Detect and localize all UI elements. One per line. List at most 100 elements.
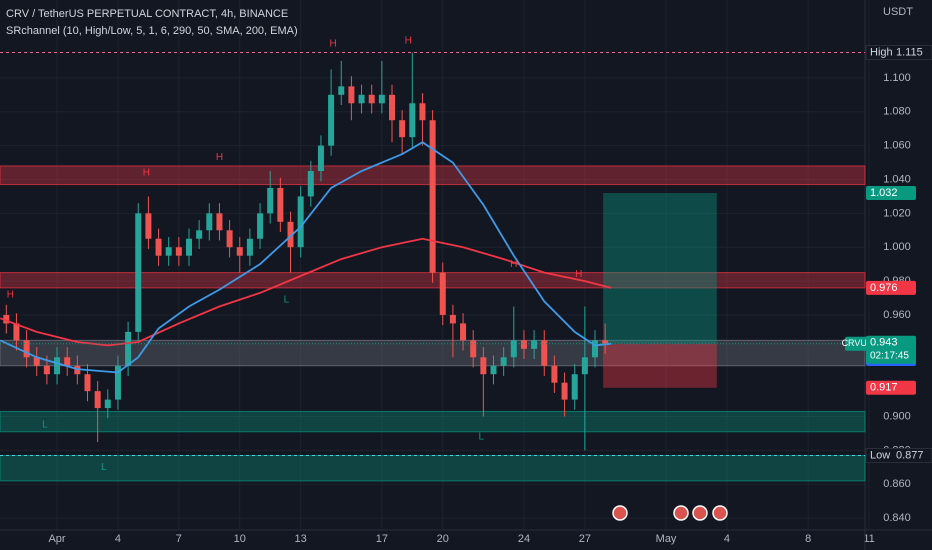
event-icon[interactable]: [612, 505, 628, 521]
candle-body: [439, 272, 446, 315]
candle-body: [429, 120, 436, 273]
x-tick-label: 4: [724, 533, 730, 545]
candle-body: [206, 213, 213, 231]
level-name: Low: [870, 449, 890, 461]
price-label-bg: [866, 280, 916, 295]
pivot-label: H: [510, 259, 517, 270]
y-tick-label: 1.020: [883, 207, 911, 219]
candle-body: [287, 221, 294, 248]
y-tick-label: 1.060: [883, 140, 911, 152]
x-tick-label: 27: [579, 533, 591, 545]
event-icon[interactable]: [692, 505, 708, 521]
price-label: 0.976: [870, 282, 898, 294]
candle-body: [317, 145, 324, 172]
last-price-bg: [866, 335, 916, 364]
candle-body: [145, 213, 152, 239]
candle-body: [378, 94, 385, 104]
candle-body: [460, 323, 467, 341]
candle-body: [185, 238, 192, 256]
candle-body: [389, 94, 396, 121]
y-tick-label: 0.960: [883, 309, 911, 321]
candle-body: [3, 314, 10, 324]
candle-body: [561, 382, 568, 400]
x-tick-label: 13: [295, 533, 307, 545]
price-label-bg: [866, 186, 916, 201]
y-tick-label: 0.900: [883, 410, 911, 422]
sr-zone: [0, 339, 866, 367]
pivot-label: L: [284, 294, 290, 305]
sr-zone: [0, 454, 866, 482]
candle-body: [541, 340, 548, 366]
candle-body: [135, 213, 142, 332]
candle-body: [155, 238, 162, 256]
pivot-label: H: [216, 152, 223, 163]
candle-body: [358, 94, 365, 104]
candle-body: [399, 120, 406, 138]
candle-body: [307, 171, 314, 197]
candle-body: [368, 94, 375, 104]
candle-body: [267, 187, 274, 214]
pivot-label: L: [479, 432, 485, 443]
candle-body: [236, 247, 243, 256]
price-label: 1.032: [870, 187, 898, 199]
candle-body: [175, 247, 182, 256]
pivot-label: H: [143, 167, 150, 178]
candle-body: [602, 340, 609, 344]
x-tick-label: 7: [176, 533, 182, 545]
stop-zone: [603, 343, 717, 388]
candle-body: [277, 187, 284, 222]
x-tick-label: 20: [437, 533, 449, 545]
indicator-label: SRchannel (10, High/Low, 5, 1, 6, 290, 5…: [6, 25, 298, 37]
candle-body: [246, 238, 253, 256]
candle-body: [409, 103, 416, 138]
sr-zone: [0, 410, 866, 433]
y-tick-label: 1.040: [883, 173, 911, 185]
pivot-label: H: [330, 39, 337, 50]
x-tick-label: 24: [518, 533, 530, 545]
candle-body: [328, 94, 335, 146]
candle-body: [470, 340, 477, 358]
candle-body: [348, 86, 355, 104]
x-tick-label: 4: [115, 533, 121, 545]
pivot-label: H: [7, 289, 14, 300]
candle-body: [297, 196, 304, 248]
candle-body: [114, 365, 121, 400]
candle-body: [94, 391, 101, 409]
chart-title: CRV / TetherUS PERPETUAL CONTRACT, 4h, B…: [6, 8, 288, 20]
candle-body: [196, 230, 203, 239]
candle-body: [581, 357, 588, 375]
candle-body: [449, 314, 456, 324]
x-tick-label: 8: [805, 533, 811, 545]
y-tick-label: 1.080: [883, 106, 911, 118]
candle-body: [33, 357, 40, 366]
event-icon[interactable]: [673, 505, 689, 521]
price-label-bg: [866, 380, 916, 395]
countdown: 02:17:45: [870, 350, 909, 361]
event-icon[interactable]: [712, 505, 728, 521]
moving-average: [0, 141, 612, 374]
candle-body: [13, 323, 20, 341]
candle-body: [551, 365, 558, 383]
candle-body: [338, 86, 345, 95]
pivot-label: H: [575, 269, 582, 280]
event-icons: [612, 505, 728, 521]
y-tick-label: 0.860: [883, 478, 911, 490]
level-name-bg: [865, 44, 932, 60]
candle-body: [592, 340, 599, 358]
y-tick-label: 1.100: [883, 72, 911, 84]
candle-body: [23, 340, 30, 358]
candle-body: [571, 374, 578, 400]
candle-body: [64, 357, 71, 366]
x-tick-label: Apr: [48, 533, 65, 545]
moving-average: [0, 237, 612, 347]
pivot-label: L: [42, 420, 48, 431]
pivot-label: L: [101, 462, 107, 473]
candle-body: [480, 357, 487, 375]
level-name: High: [870, 46, 893, 58]
x-tick-label: 17: [376, 533, 388, 545]
x-tick-label: May: [656, 533, 677, 545]
y-tick-label: 1.000: [883, 241, 911, 253]
